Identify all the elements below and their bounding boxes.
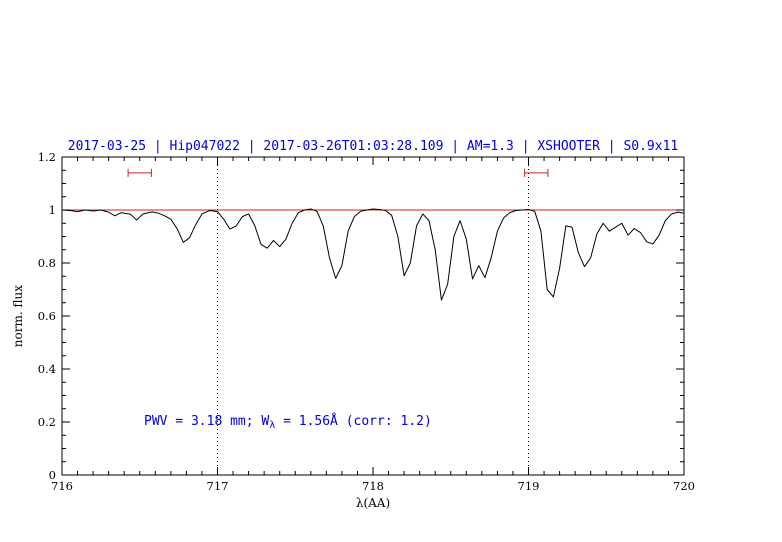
x-tick-label: 717: [207, 479, 229, 493]
x-tick-label: 718: [362, 479, 384, 493]
y-tick-label: 0.2: [38, 415, 56, 429]
y-tick-label: 0: [49, 468, 56, 482]
y-tick-label: 1: [49, 203, 56, 217]
x-tick-label: 720: [673, 479, 695, 493]
pwv-annotation: PWV = 3.18 mm; Wλ = 1.56Å (corr: 1.2): [144, 414, 432, 431]
plot-title: 2017-03-25 | Hip047022 | 2017-03-26T01:0…: [67, 139, 679, 154]
pwv-annotation-prefix: PWV = 3.18 mm; W: [144, 414, 270, 429]
y-axis-label-wrap: norm. flux: [10, 157, 26, 475]
x-tick-label: 719: [518, 479, 540, 493]
pwv-annotation-suffix: = 1.56Å (corr: 1.2): [275, 414, 432, 429]
spectrum-curve: [61, 208, 685, 301]
x-tick-label: 716: [51, 479, 73, 493]
y-tick-label: 1.2: [38, 150, 56, 164]
y-tick-label: 0.8: [38, 256, 56, 270]
x-axis-label: λ(AA): [355, 496, 391, 510]
y-tick-label: 0.4: [38, 362, 56, 376]
pwv-annotation-subscript: λ: [269, 420, 276, 431]
y-axis-label: norm. flux: [11, 284, 25, 348]
y-tick-label: 0.6: [38, 309, 56, 323]
